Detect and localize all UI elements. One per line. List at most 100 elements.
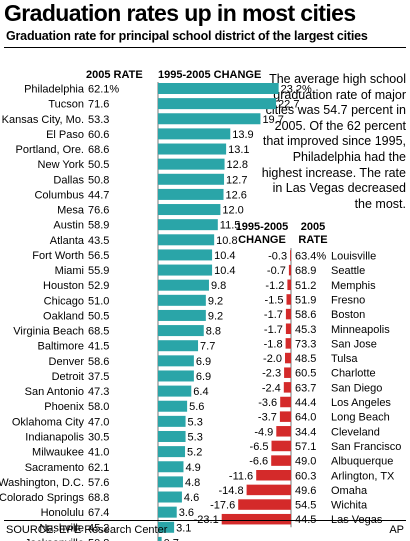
decrease-value-label: -6.5 — [250, 441, 269, 453]
decrease-city-label: Seattle — [331, 265, 365, 277]
decrease-value-label: -0.7 — [267, 265, 286, 277]
city-label: Tucson — [48, 99, 84, 111]
increase-bar — [158, 325, 204, 337]
decrease-city-label: Albuquerque — [331, 456, 393, 468]
city-label: Kansas City, Mo. — [2, 114, 84, 126]
increase-bar — [158, 385, 192, 397]
city-label: Colorado Springs — [0, 492, 84, 504]
decrease-city-label: San Francisco — [331, 441, 401, 453]
source-note: SOURCE: EPE Research Center — [6, 524, 168, 536]
increase-bar — [158, 415, 186, 427]
rate-label: 50.8 — [88, 174, 109, 186]
decrease-bar — [285, 308, 291, 320]
increase-bar — [158, 98, 277, 110]
rate-label: 58.0 — [88, 401, 109, 413]
decrease-bar — [279, 411, 291, 422]
decrease-value-label: -2.0 — [263, 353, 282, 365]
decrease-change-header-line2: CHANGE — [238, 234, 286, 246]
change-value-label: 12.7 — [226, 174, 247, 186]
rate-label: 68.5 — [88, 326, 109, 338]
decrease-city-label: Cleveland — [331, 426, 380, 438]
city-label: Phoenix — [44, 401, 84, 413]
city-label: Portland, Ore. — [16, 144, 84, 156]
decrease-value-label: -2.4 — [262, 382, 281, 394]
decrease-rate-label: 51.9 — [295, 294, 316, 306]
rate-label: 43.5 — [88, 235, 109, 247]
city-label: Dallas — [53, 174, 84, 186]
change-value-label: 5.6 — [189, 401, 204, 413]
change-value-label: 6.9 — [196, 371, 211, 383]
rate-label: 41.5 — [88, 341, 109, 353]
increase-bar — [158, 521, 175, 533]
change-value-label: 19.7 — [262, 114, 283, 126]
decrease-bar — [287, 279, 291, 291]
credit-label: AP — [389, 524, 404, 536]
decrease-bar — [246, 484, 291, 496]
decrease-bar — [238, 499, 291, 510]
change-value-label: 13.1 — [228, 144, 249, 156]
increase-bar — [158, 491, 182, 503]
increase-bar — [158, 143, 227, 155]
rate-label: 53.3 — [88, 114, 109, 126]
decrease-rate-header-line2: RATE — [298, 234, 327, 246]
increase-bar — [158, 219, 218, 231]
increase-bar — [158, 476, 183, 488]
change-value-label: 10.4 — [214, 265, 235, 277]
decrease-rate-label: 73.3 — [295, 338, 316, 350]
decrease-rate-label: 64.0 — [295, 412, 316, 424]
change-value-label: 12.8 — [227, 159, 248, 171]
decrease-bar — [290, 250, 291, 261]
increase-bar — [158, 446, 186, 458]
decrease-value-label: -1.5 — [265, 294, 284, 306]
decrease-rate-label: 34.4 — [295, 426, 316, 438]
decrease-bar — [284, 367, 291, 378]
rate-label: 52.9 — [88, 280, 109, 292]
city-label: Milwaukee — [32, 447, 84, 459]
decrease-city-label: Louisville — [331, 251, 376, 263]
change-value-label: 4.6 — [184, 492, 199, 504]
rate-label: 57.6 — [88, 477, 109, 489]
rate-label: 30.5 — [88, 431, 109, 443]
decrease-value-label: -1.8 — [264, 338, 283, 350]
increase-bar — [158, 461, 184, 473]
decrease-bar — [271, 455, 291, 466]
city-label: Philadelphia — [24, 84, 85, 96]
decrease-rate-label: 54.5 — [295, 500, 316, 512]
decrease-value-label: -11.6 — [229, 470, 253, 482]
city-label: Denver — [49, 356, 85, 368]
decrease-city-label: Los Angeles — [331, 397, 391, 409]
change-value-label: 22.7 — [278, 99, 299, 111]
city-label: New York — [38, 159, 85, 171]
rate-label: 58.6 — [88, 356, 109, 368]
rate-label: 68.8 — [88, 492, 109, 504]
change-value-label: 13.9 — [232, 129, 253, 141]
city-label: Honolulu — [41, 507, 84, 519]
change-value-label: 12.0 — [222, 205, 243, 217]
increase-bar — [158, 234, 215, 246]
city-label: Columbus — [34, 189, 84, 201]
change-value-label: 10.4 — [214, 250, 235, 262]
increase-bar — [158, 279, 209, 291]
decrease-rate-label: 58.6 — [295, 309, 316, 321]
increase-bar — [158, 309, 206, 321]
rate-label: 71.6 — [88, 99, 109, 111]
increase-bar — [158, 536, 162, 541]
rate-label: 68.6 — [88, 144, 109, 156]
city-label: Washington, D.C. — [0, 477, 84, 489]
increase-bar — [158, 113, 261, 125]
decrease-rate-label: 51.2 — [295, 280, 316, 292]
decrease-value-label: -17.6 — [210, 500, 235, 512]
change-value-label: 4.8 — [185, 477, 200, 489]
decrease-value-label: -1.7 — [264, 309, 283, 321]
change-value-label: 7.7 — [200, 341, 215, 353]
decrease-rate-label: 57.1 — [295, 441, 316, 453]
decrease-rate-label: 63.7 — [295, 382, 316, 394]
decrease-bar — [283, 382, 291, 393]
increase-bar — [158, 506, 177, 518]
increase-bar — [158, 294, 206, 306]
decrease-bar — [256, 470, 291, 481]
decrease-value-label: -1.7 — [264, 324, 283, 336]
rate-label: 58.9 — [88, 220, 109, 232]
rate-label: 47.3 — [88, 386, 109, 398]
